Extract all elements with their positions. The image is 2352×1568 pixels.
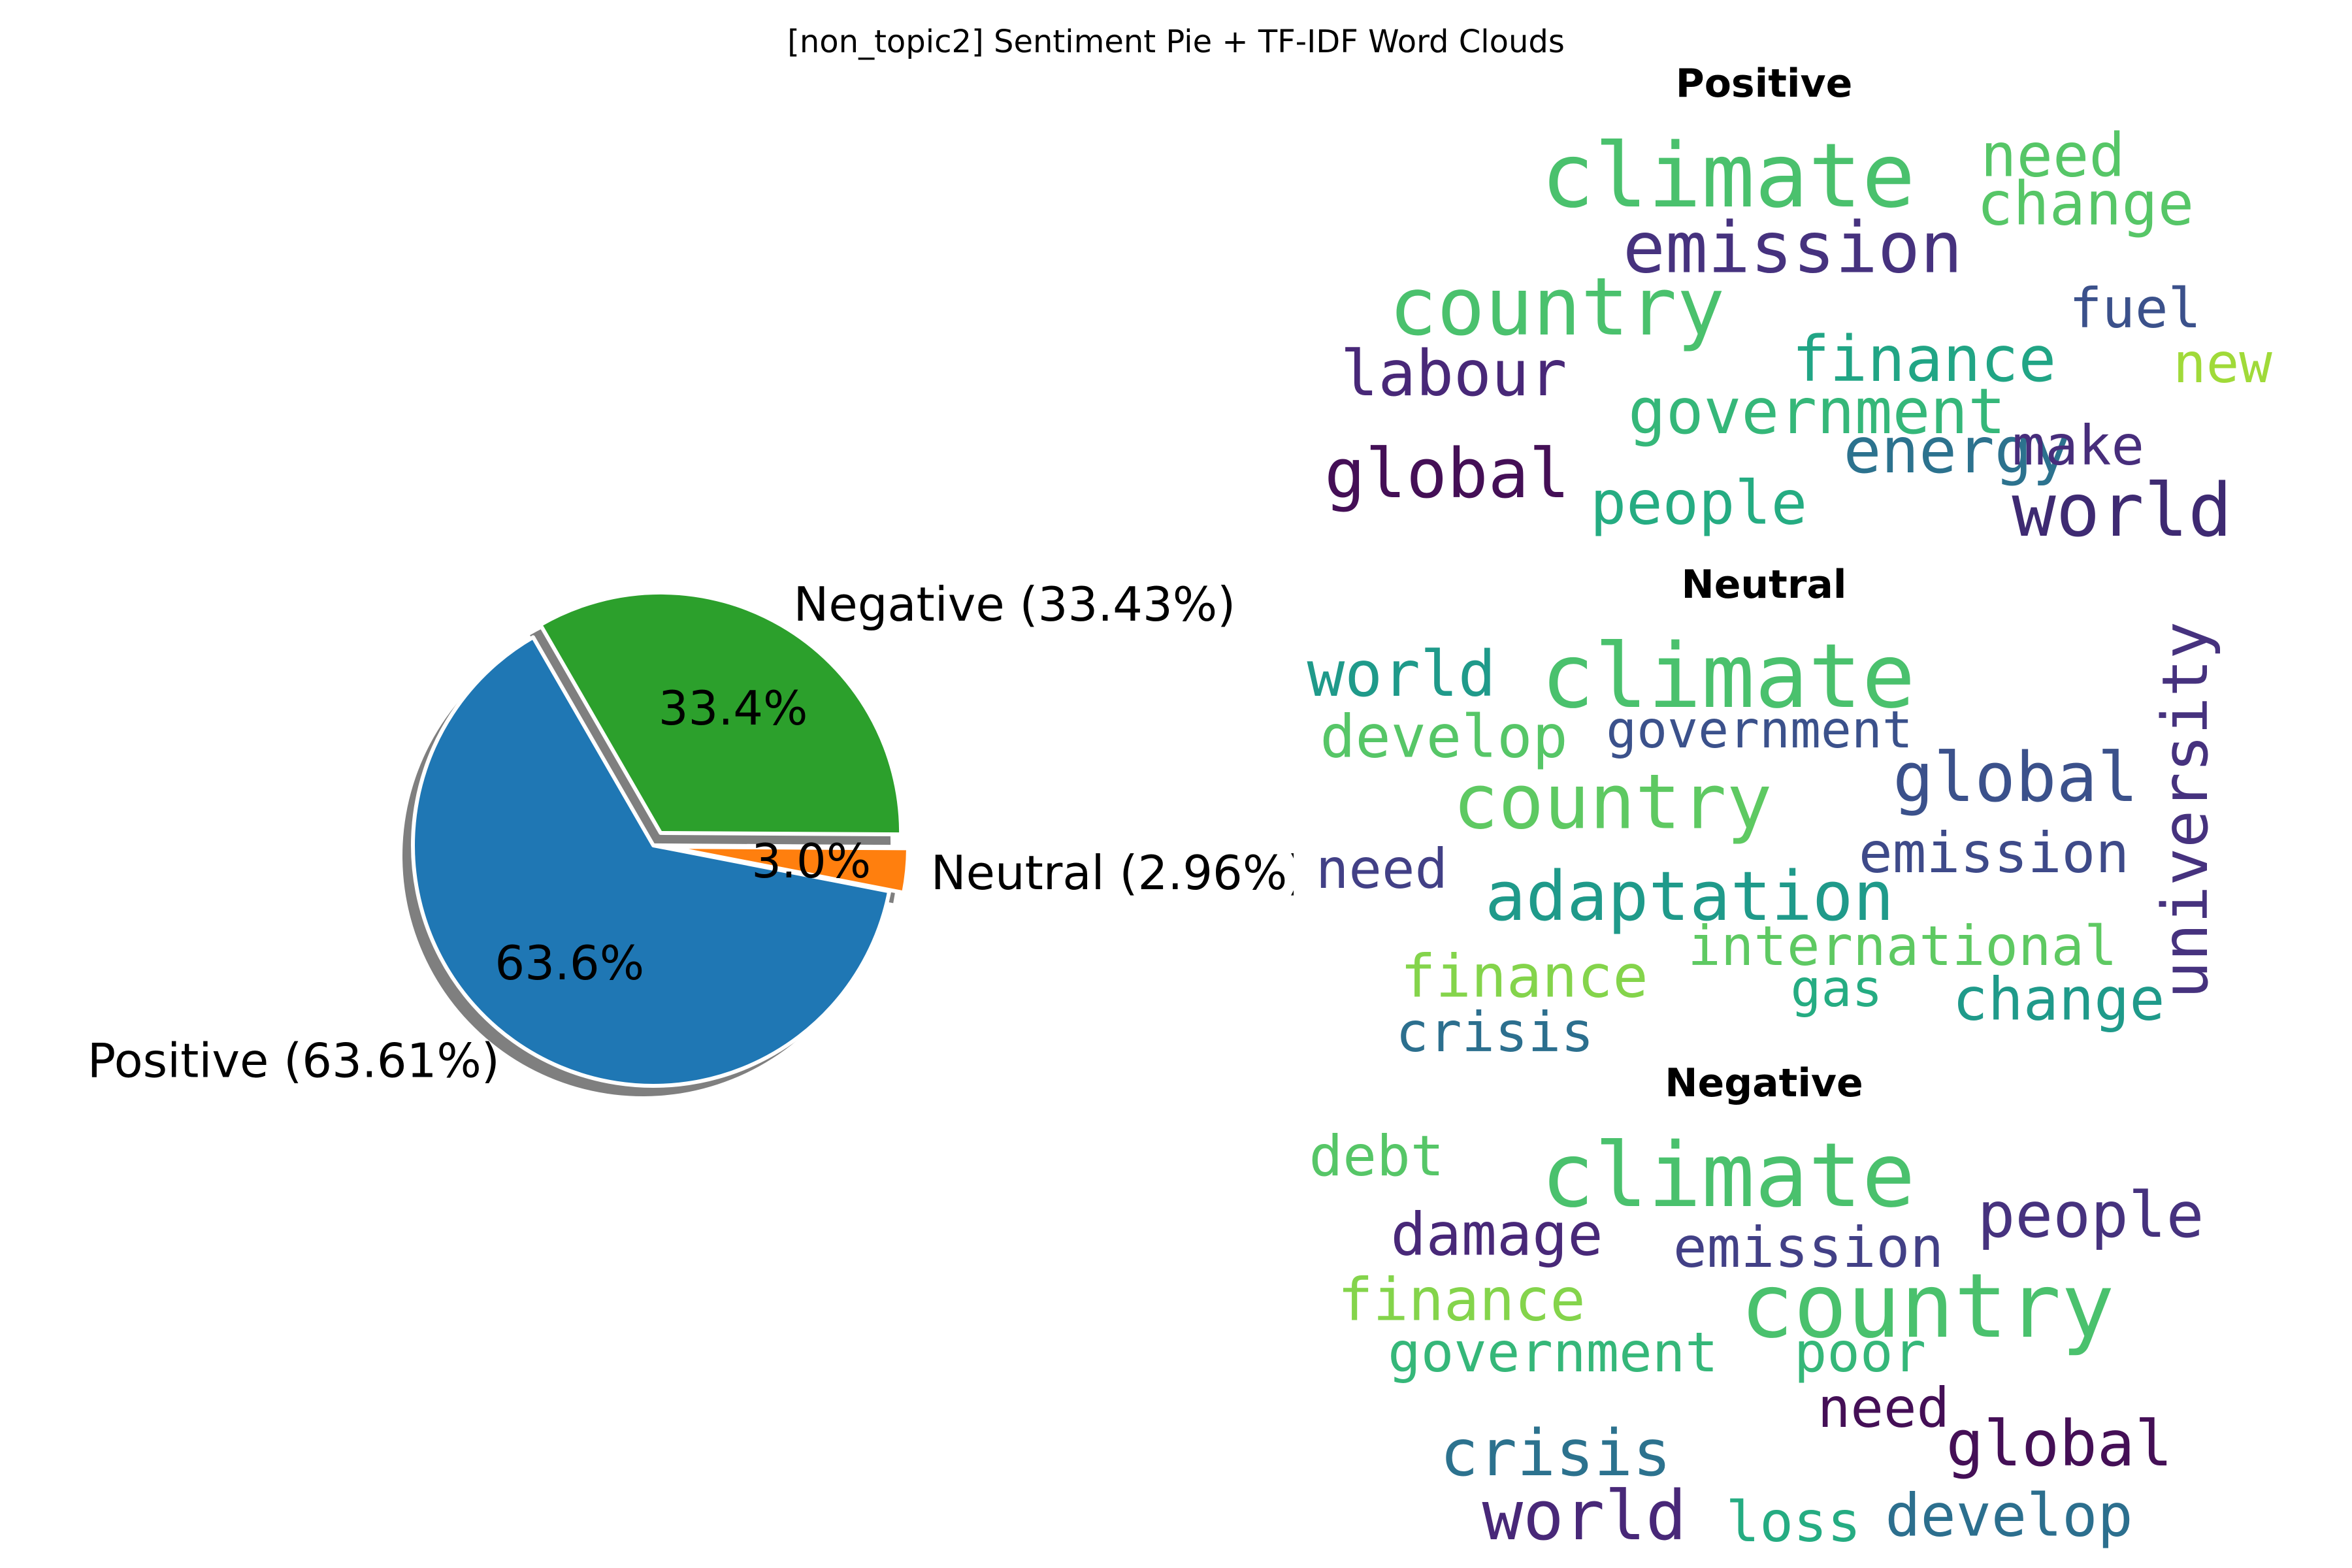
pie-labels: 63.6% Positive (63.61%) 3.0% Neutral (2.96%… <box>88 577 1306 1088</box>
pie-slice-neutral <box>665 845 910 895</box>
cloud-word-neutral-country: country <box>1453 759 1772 847</box>
cloud-word-negative-government: government <box>1388 1320 1718 1384</box>
cloud-word-negative-crisis: crisis <box>1440 1416 1671 1491</box>
cloud-word-neutral-finance: finance <box>1400 943 1648 1011</box>
cloud-word-positive-finance: finance <box>1792 323 2057 396</box>
pie-outer-label-positive: Positive (63.61%) <box>88 1034 500 1088</box>
word-cloud-title-positive: Positive <box>1676 61 1853 106</box>
word-cloud-neutral: Neutral world climate university develop gove… <box>1307 562 2222 1064</box>
cloud-word-negative-emission: emission <box>1673 1215 1944 1281</box>
word-cloud-title-neutral: Neutral <box>1682 562 1847 608</box>
cloud-word-positive-change: change <box>1977 169 2194 239</box>
pie-pct-label-positive: 63.6% <box>495 936 644 990</box>
cloud-word-positive-government: government <box>1628 375 2006 448</box>
cloud-word-positive-new: new <box>2173 331 2272 395</box>
cloud-word-neutral-international: international <box>1688 914 2117 978</box>
cloud-word-positive-fuel: fuel <box>2069 276 2201 340</box>
cloud-word-positive-global: global <box>1324 434 1570 514</box>
cloud-word-neutral-world: world <box>1307 638 1496 711</box>
cloud-word-negative-need: need <box>1818 1376 1950 1440</box>
cloud-word-positive-country: country <box>1389 261 1725 353</box>
cloud-word-neutral-government: government <box>1606 701 1913 760</box>
cloud-word-positive-energy: energy <box>1844 414 2070 487</box>
cloud-word-neutral-crisis: crisis <box>1396 1000 1593 1064</box>
cloud-word-neutral-gas: gas <box>1791 960 1883 1019</box>
cloud-word-neutral-university: university <box>2149 621 2222 999</box>
cloud-word-positive-world: world <box>2012 468 2232 553</box>
cloud-word-neutral-adaptation: adaptation <box>1485 857 1894 936</box>
word-cloud-negative: Negative debt climate people damage emission f… <box>1309 1060 2204 1556</box>
cloud-word-negative-poor: poor <box>1794 1320 1926 1384</box>
cloud-word-positive-climate: climate <box>1541 125 1915 228</box>
pie-pct-label-neutral: 3.0% <box>751 834 871 889</box>
word-cloud-title-negative: Negative <box>1665 1060 1863 1106</box>
cloud-word-negative-country: country <box>1740 1255 2114 1358</box>
cloud-word-neutral-need: need <box>1316 837 1448 901</box>
cloud-word-negative-world: world <box>1482 1476 1686 1556</box>
cloud-word-negative-debt: debt <box>1309 1124 1444 1189</box>
pie-slices <box>411 590 910 1088</box>
pie-outer-label-neutral: Neutral (2.96%) <box>931 845 1306 900</box>
cloud-word-negative-finance: finance <box>1337 1266 1585 1335</box>
cloud-word-neutral-global: global <box>1893 738 2138 817</box>
cloud-word-negative-develop: develop <box>1885 1482 2132 1550</box>
cloud-word-neutral-emission: emission <box>1859 821 2129 886</box>
cloud-word-positive-people: people <box>1590 468 1807 538</box>
pie-pct-label-negative: 33.4% <box>659 681 808 736</box>
cloud-word-positive-need: need <box>1980 121 2125 191</box>
cloud-word-negative-global: global <box>1946 1407 2173 1480</box>
cloud-word-negative-loss: loss <box>1725 1490 1861 1555</box>
pie-chart: 63.6% Positive (63.61%) 3.0% Neutral (2.96%… <box>88 577 1306 1096</box>
pie-slice-negative <box>538 590 904 837</box>
cloud-word-neutral-develop: develop <box>1320 703 1567 772</box>
pie-outer-label-negative: Negative (33.43%) <box>794 577 1236 632</box>
cloud-word-negative-people: people <box>1978 1179 2204 1252</box>
cloud-word-neutral-climate: climate <box>1541 625 1915 728</box>
cloud-word-negative-damage: damage <box>1390 1201 1603 1269</box>
word-cloud-positive: Positive climate needchangeemissioncountry… <box>1324 61 2272 553</box>
cloud-word-positive-emission: emission <box>1623 208 1963 289</box>
cloud-word-positive-labour: labour <box>1341 337 1567 410</box>
figure-title: [non_topic2] Sentiment Pie + TF-IDF Word… <box>787 24 1565 60</box>
cloud-word-neutral-change: change <box>1952 966 2164 1034</box>
pie-slice-positive <box>411 635 892 1088</box>
cloud-word-positive-make: make <box>2012 414 2144 478</box>
cloud-word-negative-climate: climate <box>1541 1124 1915 1228</box>
